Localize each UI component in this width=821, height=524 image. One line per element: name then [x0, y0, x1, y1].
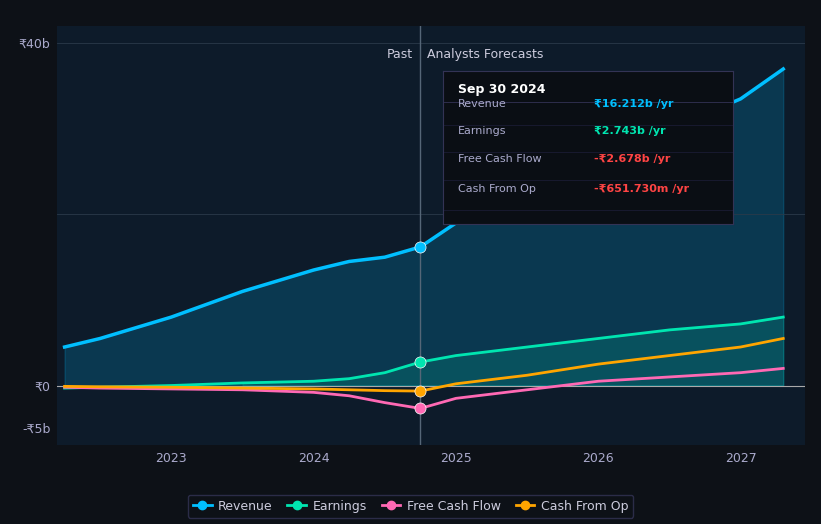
Text: Sep 30 2024: Sep 30 2024: [457, 83, 545, 96]
Text: Cash From Op: Cash From Op: [457, 184, 535, 194]
Text: Revenue: Revenue: [457, 99, 507, 108]
Text: Earnings: Earnings: [457, 126, 506, 136]
Text: ₹2.743b /yr: ₹2.743b /yr: [594, 126, 665, 136]
Text: ₹16.212b /yr: ₹16.212b /yr: [594, 99, 673, 108]
Text: -₹651.730m /yr: -₹651.730m /yr: [594, 184, 689, 194]
Text: Analysts Forecasts: Analysts Forecasts: [428, 48, 544, 61]
Legend: Revenue, Earnings, Free Cash Flow, Cash From Op: Revenue, Earnings, Free Cash Flow, Cash …: [188, 495, 633, 518]
Text: Past: Past: [388, 48, 413, 61]
Text: Free Cash Flow: Free Cash Flow: [457, 154, 541, 163]
Text: -₹2.678b /yr: -₹2.678b /yr: [594, 154, 670, 163]
